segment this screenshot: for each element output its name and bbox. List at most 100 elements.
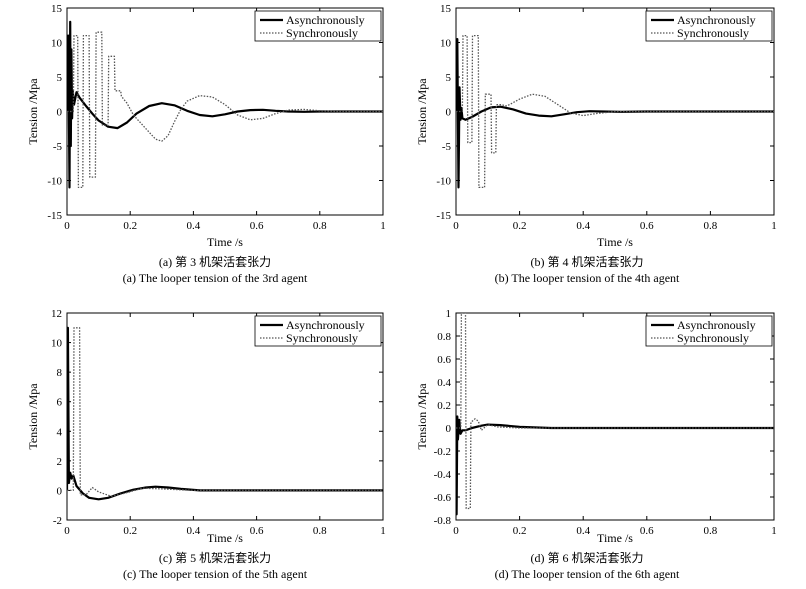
y-axis-label: Tension /Mpa — [415, 383, 429, 450]
legend-entry: Synchronously — [286, 331, 358, 345]
y-tick-label: 15 — [51, 3, 63, 15]
x-tick-label: 0.8 — [704, 525, 718, 537]
legend-entry: Asynchronously — [677, 13, 756, 27]
x-tick-label: 1 — [380, 220, 386, 232]
x-tick-label: 1 — [380, 525, 386, 537]
caption-cn: (b) 第 4 机架活套张力 — [531, 255, 644, 269]
x-tick-label: 0.8 — [313, 525, 327, 537]
x-tick-label: 0.6 — [250, 220, 264, 232]
series-line-asynchronously — [67, 20, 383, 189]
legend-entry: Synchronously — [677, 331, 749, 345]
panel-b: 0 0.2 0.4 0.6 0.8 1 15 10 5 0 -5 -10 -15 Time /s Tensi… — [415, 3, 777, 285]
y-tick-label: 2 — [57, 456, 63, 468]
legend-entry: Synchronously — [677, 26, 749, 40]
caption-en: (b) The looper tension of the 4th agent — [495, 271, 680, 285]
x-tick-label: 0.4 — [576, 525, 590, 537]
y-tick-label: -15 — [436, 210, 451, 222]
y-tick-label: 5 — [57, 72, 63, 84]
series-line-synchronously — [67, 327, 383, 497]
caption-cn: (c) 第 5 机架活套张力 — [159, 551, 271, 565]
caption-en: (c) The looper tension of the 5th agent — [123, 567, 308, 581]
y-tick-label: -10 — [436, 176, 451, 188]
x-tick-label: 0 — [64, 220, 70, 232]
y-tick-label: 5 — [446, 72, 452, 84]
panel-a: 0 0.2 0.4 0.6 0.8 1 15 10 5 0 -5 -10 -15 Time /s Tensi… — [26, 3, 386, 285]
x-tick-label: 0.8 — [704, 220, 718, 232]
y-tick-label: 10 — [51, 338, 63, 350]
caption-cn: (a) 第 3 机架活套张力 — [159, 255, 271, 269]
caption-cn: (d) 第 6 机架活套张力 — [531, 551, 644, 565]
series-group — [67, 20, 383, 189]
x-tick-label: 1 — [771, 525, 777, 537]
y-tick-label: 4 — [57, 426, 63, 438]
y-tick-label: 0 — [57, 107, 63, 119]
caption-en: (a) The looper tension of the 3rd agent — [123, 271, 308, 285]
y-tick-label: 8 — [57, 367, 63, 379]
y-tick-label: -0.6 — [434, 492, 452, 504]
x-tick-label: 0 — [453, 220, 459, 232]
y-axis-label: Tension /Mpa — [415, 78, 429, 145]
legend-box — [645, 315, 773, 347]
y-tick-label: -0.4 — [434, 469, 452, 481]
y-tick-label: 6 — [57, 397, 63, 409]
x-tick-label: 0.6 — [250, 525, 264, 537]
x-tick-label: 0 — [453, 525, 459, 537]
series-line-asynchronously — [456, 38, 774, 189]
x-tick-label: 0.2 — [123, 220, 137, 232]
y-tick-label: 0 — [446, 107, 452, 119]
x-tick-label: 0.4 — [187, 525, 201, 537]
x-tick-label: 0.2 — [123, 525, 137, 537]
y-tick-label: -5 — [442, 141, 452, 153]
series-line-asynchronously — [67, 326, 383, 501]
x-tick-label: 0.8 — [313, 220, 327, 232]
y-tick-label: 15 — [440, 3, 452, 15]
y-tick-label: 0.6 — [437, 354, 451, 366]
x-tick-label: 0 — [64, 525, 70, 537]
y-tick-label: 0.4 — [437, 377, 451, 389]
y-tick-label: 0.2 — [437, 400, 451, 412]
legend-entry: Asynchronously — [286, 13, 365, 27]
y-tick-label: 10 — [51, 38, 63, 50]
series-group — [456, 313, 774, 516]
y-axis-label: Tension /Mpa — [26, 383, 40, 450]
x-tick-label: 0.6 — [640, 220, 654, 232]
y-tick-label: 0.8 — [437, 331, 451, 343]
y-tick-label: 12 — [51, 308, 62, 320]
legend-entry: Asynchronously — [677, 318, 756, 332]
y-tick-label: 0 — [446, 423, 452, 435]
series-line-synchronously — [456, 34, 774, 189]
legend-entry: Synchronously — [286, 26, 358, 40]
y-tick-label: -0.8 — [434, 515, 452, 527]
caption-en: (d) The looper tension of the 6th agent — [495, 567, 680, 581]
series-group — [456, 34, 774, 189]
legend-box — [645, 10, 773, 42]
series-line-asynchronously — [456, 415, 774, 516]
y-tick-label: -5 — [53, 141, 63, 153]
x-axis-label: Time /s — [597, 235, 633, 249]
x-axis-label: Time /s — [207, 235, 243, 249]
plot-area — [455, 312, 775, 521]
series-line-synchronously — [67, 31, 383, 189]
y-tick-label: 10 — [440, 38, 452, 50]
x-tick-label: 1 — [771, 220, 777, 232]
x-tick-label: 0.2 — [513, 525, 527, 537]
panel-d: 0 0.2 0.4 0.6 0.8 1 1 0.8 0.6 0.4 0.2 0 -0.2 -0.4 -0.6… — [415, 308, 777, 581]
legend-box — [254, 10, 382, 42]
y-tick-label: -2 — [53, 515, 62, 527]
x-tick-label: 0.4 — [576, 220, 590, 232]
x-tick-label: 0.4 — [187, 220, 201, 232]
series-group — [67, 326, 383, 501]
y-tick-label: 0 — [57, 485, 63, 497]
legend-entry: Asynchronously — [286, 318, 365, 332]
y-tick-label: -0.2 — [434, 446, 451, 458]
x-tick-label: 0.2 — [513, 220, 527, 232]
y-tick-label: -10 — [47, 176, 62, 188]
plot-area — [66, 312, 384, 521]
x-axis-label: Time /s — [597, 531, 633, 545]
